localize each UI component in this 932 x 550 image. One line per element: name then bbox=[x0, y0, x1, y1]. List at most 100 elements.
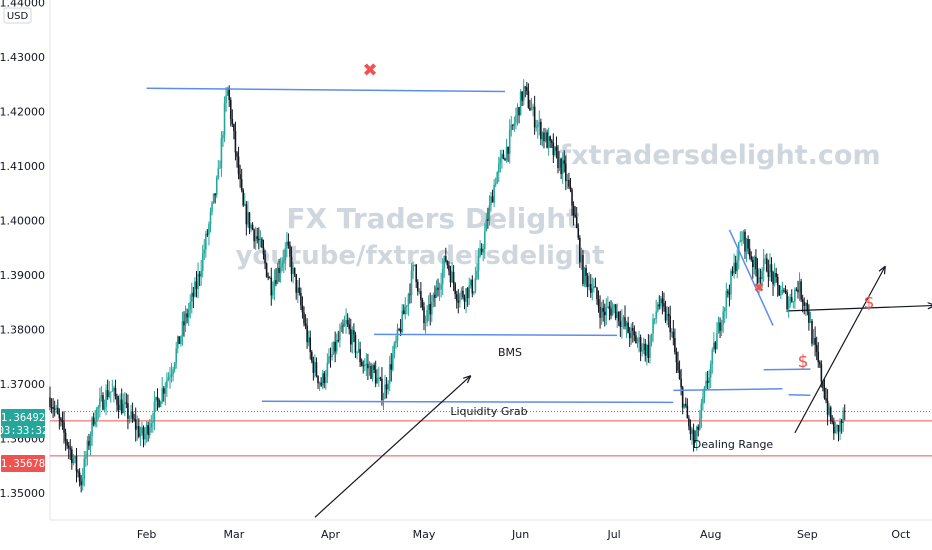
candle bbox=[427, 295, 430, 322]
candle-body bbox=[234, 131, 237, 153]
candle-body bbox=[282, 260, 285, 263]
candle-body bbox=[713, 342, 715, 350]
candle bbox=[823, 379, 826, 400]
candle-body bbox=[656, 304, 659, 312]
candle bbox=[345, 308, 347, 334]
candle bbox=[392, 345, 394, 372]
candle-body bbox=[424, 322, 427, 324]
candle-body bbox=[225, 95, 227, 103]
candle bbox=[128, 415, 131, 424]
candle-body bbox=[427, 304, 430, 310]
candle bbox=[127, 394, 129, 430]
candle-body bbox=[588, 283, 590, 287]
candle bbox=[719, 317, 721, 339]
candle bbox=[487, 207, 489, 229]
candle bbox=[248, 212, 251, 235]
candle-body bbox=[359, 349, 361, 362]
candle bbox=[594, 277, 597, 288]
candle-body bbox=[766, 258, 768, 272]
watermark-site: fxtradersdelight.com bbox=[559, 140, 880, 171]
candle-body bbox=[125, 402, 128, 404]
candle-body bbox=[197, 273, 199, 289]
candle-body bbox=[600, 307, 603, 318]
candle-body bbox=[666, 313, 668, 321]
candle bbox=[491, 189, 494, 203]
candle-body bbox=[575, 216, 578, 229]
candle-body bbox=[804, 302, 807, 306]
candle bbox=[63, 411, 65, 444]
candle-body bbox=[131, 411, 134, 419]
candle-body bbox=[731, 271, 734, 274]
candle-body bbox=[337, 340, 340, 341]
candle bbox=[211, 201, 213, 216]
candle-body bbox=[64, 432, 67, 441]
candle bbox=[351, 326, 354, 354]
candle-body bbox=[798, 281, 801, 293]
current-price-tag[interactable] bbox=[1, 409, 45, 438]
candle-body bbox=[714, 342, 717, 350]
candle bbox=[586, 273, 589, 297]
candle-body bbox=[164, 387, 167, 394]
candle-body bbox=[694, 440, 696, 442]
candle bbox=[373, 362, 375, 374]
candle bbox=[329, 347, 332, 368]
watermark-title: FX Traders Delight bbox=[286, 202, 579, 235]
candle bbox=[66, 438, 68, 450]
candle-body bbox=[616, 311, 619, 318]
candle bbox=[215, 175, 218, 198]
candle-body bbox=[239, 174, 241, 180]
candle-body bbox=[806, 302, 809, 312]
candle-body bbox=[413, 264, 416, 266]
candle-body bbox=[222, 135, 224, 139]
candle bbox=[69, 439, 72, 460]
candle-body bbox=[139, 433, 142, 437]
candle-body bbox=[482, 248, 485, 252]
candle bbox=[413, 264, 416, 267]
candle-body bbox=[231, 119, 234, 125]
candle bbox=[284, 242, 287, 271]
level-price-tag[interactable] bbox=[1, 455, 45, 472]
candle-body bbox=[123, 402, 126, 405]
candle-body bbox=[479, 248, 481, 257]
candle bbox=[809, 311, 812, 324]
candle-body bbox=[200, 270, 202, 277]
candle bbox=[521, 91, 523, 107]
candle-body bbox=[226, 87, 229, 96]
candle bbox=[273, 269, 276, 301]
candle-body bbox=[809, 321, 812, 323]
candle bbox=[214, 193, 216, 204]
candle-body bbox=[102, 395, 104, 410]
candle-body bbox=[253, 229, 255, 242]
currency-tag[interactable] bbox=[3, 7, 32, 24]
candle bbox=[219, 160, 221, 169]
candle-body bbox=[638, 337, 640, 342]
candle-body bbox=[236, 152, 238, 157]
candle bbox=[191, 282, 193, 314]
candle bbox=[150, 415, 153, 433]
candle-body bbox=[407, 294, 410, 306]
candle bbox=[325, 370, 327, 390]
candle-body bbox=[655, 311, 657, 319]
candle bbox=[649, 334, 651, 364]
candle bbox=[466, 287, 469, 307]
time-axis[interactable] bbox=[0, 521, 932, 550]
candle bbox=[360, 358, 363, 367]
candle bbox=[208, 221, 210, 246]
candle-body bbox=[518, 107, 520, 116]
candle-body bbox=[276, 267, 279, 284]
candle bbox=[424, 315, 427, 334]
candle bbox=[770, 257, 773, 282]
candle bbox=[603, 303, 606, 327]
candle bbox=[725, 282, 728, 319]
candle-body bbox=[60, 418, 62, 421]
candle-body bbox=[761, 271, 763, 279]
candle-body bbox=[142, 427, 145, 440]
candle-body bbox=[267, 276, 269, 278]
candle bbox=[614, 303, 617, 321]
candle bbox=[766, 253, 768, 273]
candle bbox=[750, 251, 753, 262]
candle-body bbox=[77, 471, 79, 473]
candle-body bbox=[186, 313, 188, 318]
candle bbox=[267, 272, 269, 281]
